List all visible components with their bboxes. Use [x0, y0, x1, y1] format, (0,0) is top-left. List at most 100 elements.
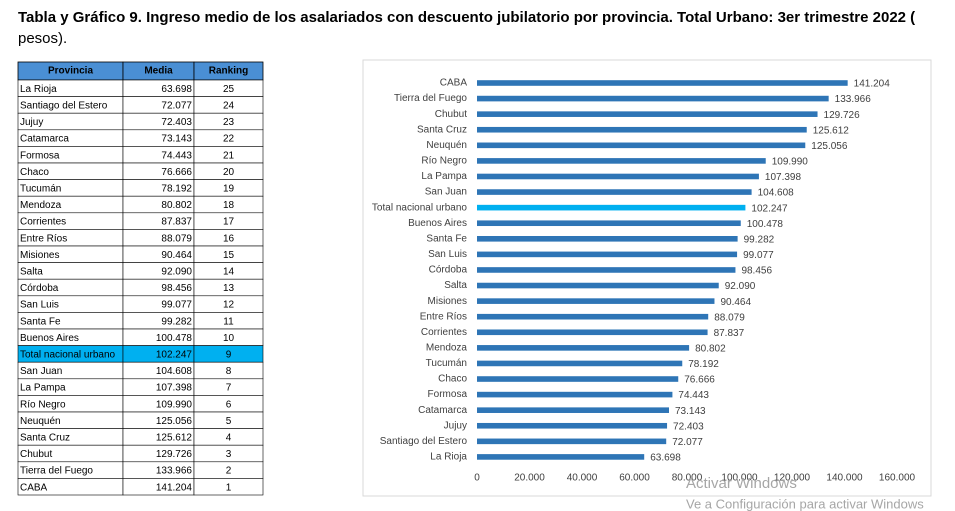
table-text: 141.204	[156, 482, 193, 493]
table-text: Santa Cruz	[20, 433, 70, 444]
x-tick-label: 120.000	[774, 473, 811, 484]
value-label: 63.698	[650, 453, 681, 464]
value-label: 99.077	[743, 250, 774, 261]
value-label: 107.398	[765, 172, 802, 183]
y-tick-label: Entre Ríos	[420, 311, 467, 322]
table-text: Formosa	[20, 150, 60, 161]
value-label: 98.456	[741, 266, 772, 277]
value-label: 92.090	[725, 281, 756, 292]
table-text: 125.612	[156, 433, 193, 444]
table-text: Río Negro	[20, 399, 66, 410]
table-text: Catamarca	[20, 134, 69, 145]
value-label: 129.726	[824, 110, 861, 121]
table-text: 72.077	[161, 101, 192, 112]
bar	[477, 189, 752, 195]
bar	[477, 345, 690, 351]
table-text: Santa Fe	[20, 316, 61, 327]
value-label: 87.837	[714, 328, 745, 339]
table-text: 109.990	[156, 399, 193, 410]
table-text: 19	[223, 184, 235, 195]
y-tick-label: San Juan	[425, 187, 467, 198]
value-label: 109.990	[772, 157, 809, 168]
table-text: 15	[223, 250, 235, 261]
y-tick-label: Santa Fe	[426, 233, 467, 244]
table-text: 2	[226, 466, 232, 477]
table-text: 22	[223, 134, 235, 145]
table-text: Neuquén	[20, 416, 61, 427]
y-tick-label: Formosa	[428, 389, 468, 400]
table-text: 20	[223, 167, 235, 178]
table-text: 23	[223, 117, 235, 128]
table-text: Chubut	[20, 449, 52, 460]
bar	[477, 236, 738, 242]
x-tick-label: 100.000	[721, 473, 758, 484]
x-tick-label: 40.000	[567, 473, 598, 484]
table-text: 92.090	[161, 267, 192, 278]
table-text: Tierra del Fuego	[20, 466, 93, 477]
table-text: 6	[226, 399, 232, 410]
table-text: 17	[223, 217, 235, 228]
header-text: Provincia	[48, 66, 93, 77]
table-text: 1	[226, 482, 232, 493]
table-text: Jujuy	[20, 117, 43, 128]
table-text: Entre Ríos	[20, 233, 67, 244]
table-text: Córdoba	[20, 283, 59, 294]
table-text: 129.726	[156, 449, 193, 460]
value-label: 76.666	[684, 375, 715, 386]
table-text: 88.079	[161, 233, 192, 244]
table-text: 76.666	[161, 167, 192, 178]
y-tick-label: La Pampa	[421, 171, 467, 182]
x-tick-label: 140.000	[826, 473, 863, 484]
table-text: 107.398	[156, 383, 193, 394]
y-tick-label: Misiones	[428, 296, 467, 307]
value-label: 72.077	[672, 437, 703, 448]
value-label: 141.204	[854, 79, 891, 90]
value-label: 133.966	[835, 94, 872, 105]
table-text: 8	[226, 366, 232, 377]
table-text: 3	[226, 449, 232, 460]
table-text: Buenos Aires	[20, 333, 79, 344]
value-label: 88.079	[714, 312, 745, 323]
table-text: 25	[223, 84, 235, 95]
table-text: 9	[226, 350, 232, 361]
bar	[477, 267, 736, 273]
table-text: 7	[226, 383, 232, 394]
value-label: 72.403	[673, 421, 704, 432]
table-text: 21	[223, 150, 235, 161]
value-label: 104.608	[758, 188, 795, 199]
title-line: pesos).	[18, 30, 67, 47]
bar	[477, 376, 679, 382]
table-text: 80.802	[161, 200, 192, 211]
x-tick-label: 80.000	[672, 473, 703, 484]
value-label: 90.464	[720, 297, 751, 308]
watermark: Activar Windows	[686, 475, 797, 492]
table-text: 10	[223, 333, 235, 344]
value-label: 100.478	[747, 219, 784, 230]
y-tick-label: CABA	[440, 78, 468, 89]
table-text: San Juan	[20, 366, 62, 377]
table-text: 99.282	[161, 316, 192, 327]
bar	[477, 95, 829, 102]
y-tick-label: Santa Cruz	[417, 124, 467, 135]
header-text: Media	[144, 66, 173, 77]
header-text: Ranking	[209, 66, 248, 77]
bar	[477, 329, 708, 336]
table-text: Misiones	[20, 250, 59, 261]
bar	[477, 220, 741, 227]
y-tick-label: San Luis	[428, 249, 467, 260]
y-tick-label: Neuquén	[426, 140, 467, 151]
bar	[477, 142, 806, 149]
table-text: 11	[223, 316, 234, 327]
bar	[477, 173, 759, 180]
table-text: 133.966	[156, 466, 193, 477]
y-tick-label: Tucumán	[426, 358, 467, 369]
y-tick-label: La Rioja	[430, 452, 467, 463]
table-text: 99.077	[161, 300, 192, 311]
table-text: 4	[226, 433, 232, 444]
table-text: 18	[223, 200, 235, 211]
x-tick-label: 0	[474, 473, 480, 484]
table-text: 5	[226, 416, 232, 427]
table-text: 90.464	[161, 250, 192, 261]
y-tick-label: Jujuy	[444, 420, 467, 431]
